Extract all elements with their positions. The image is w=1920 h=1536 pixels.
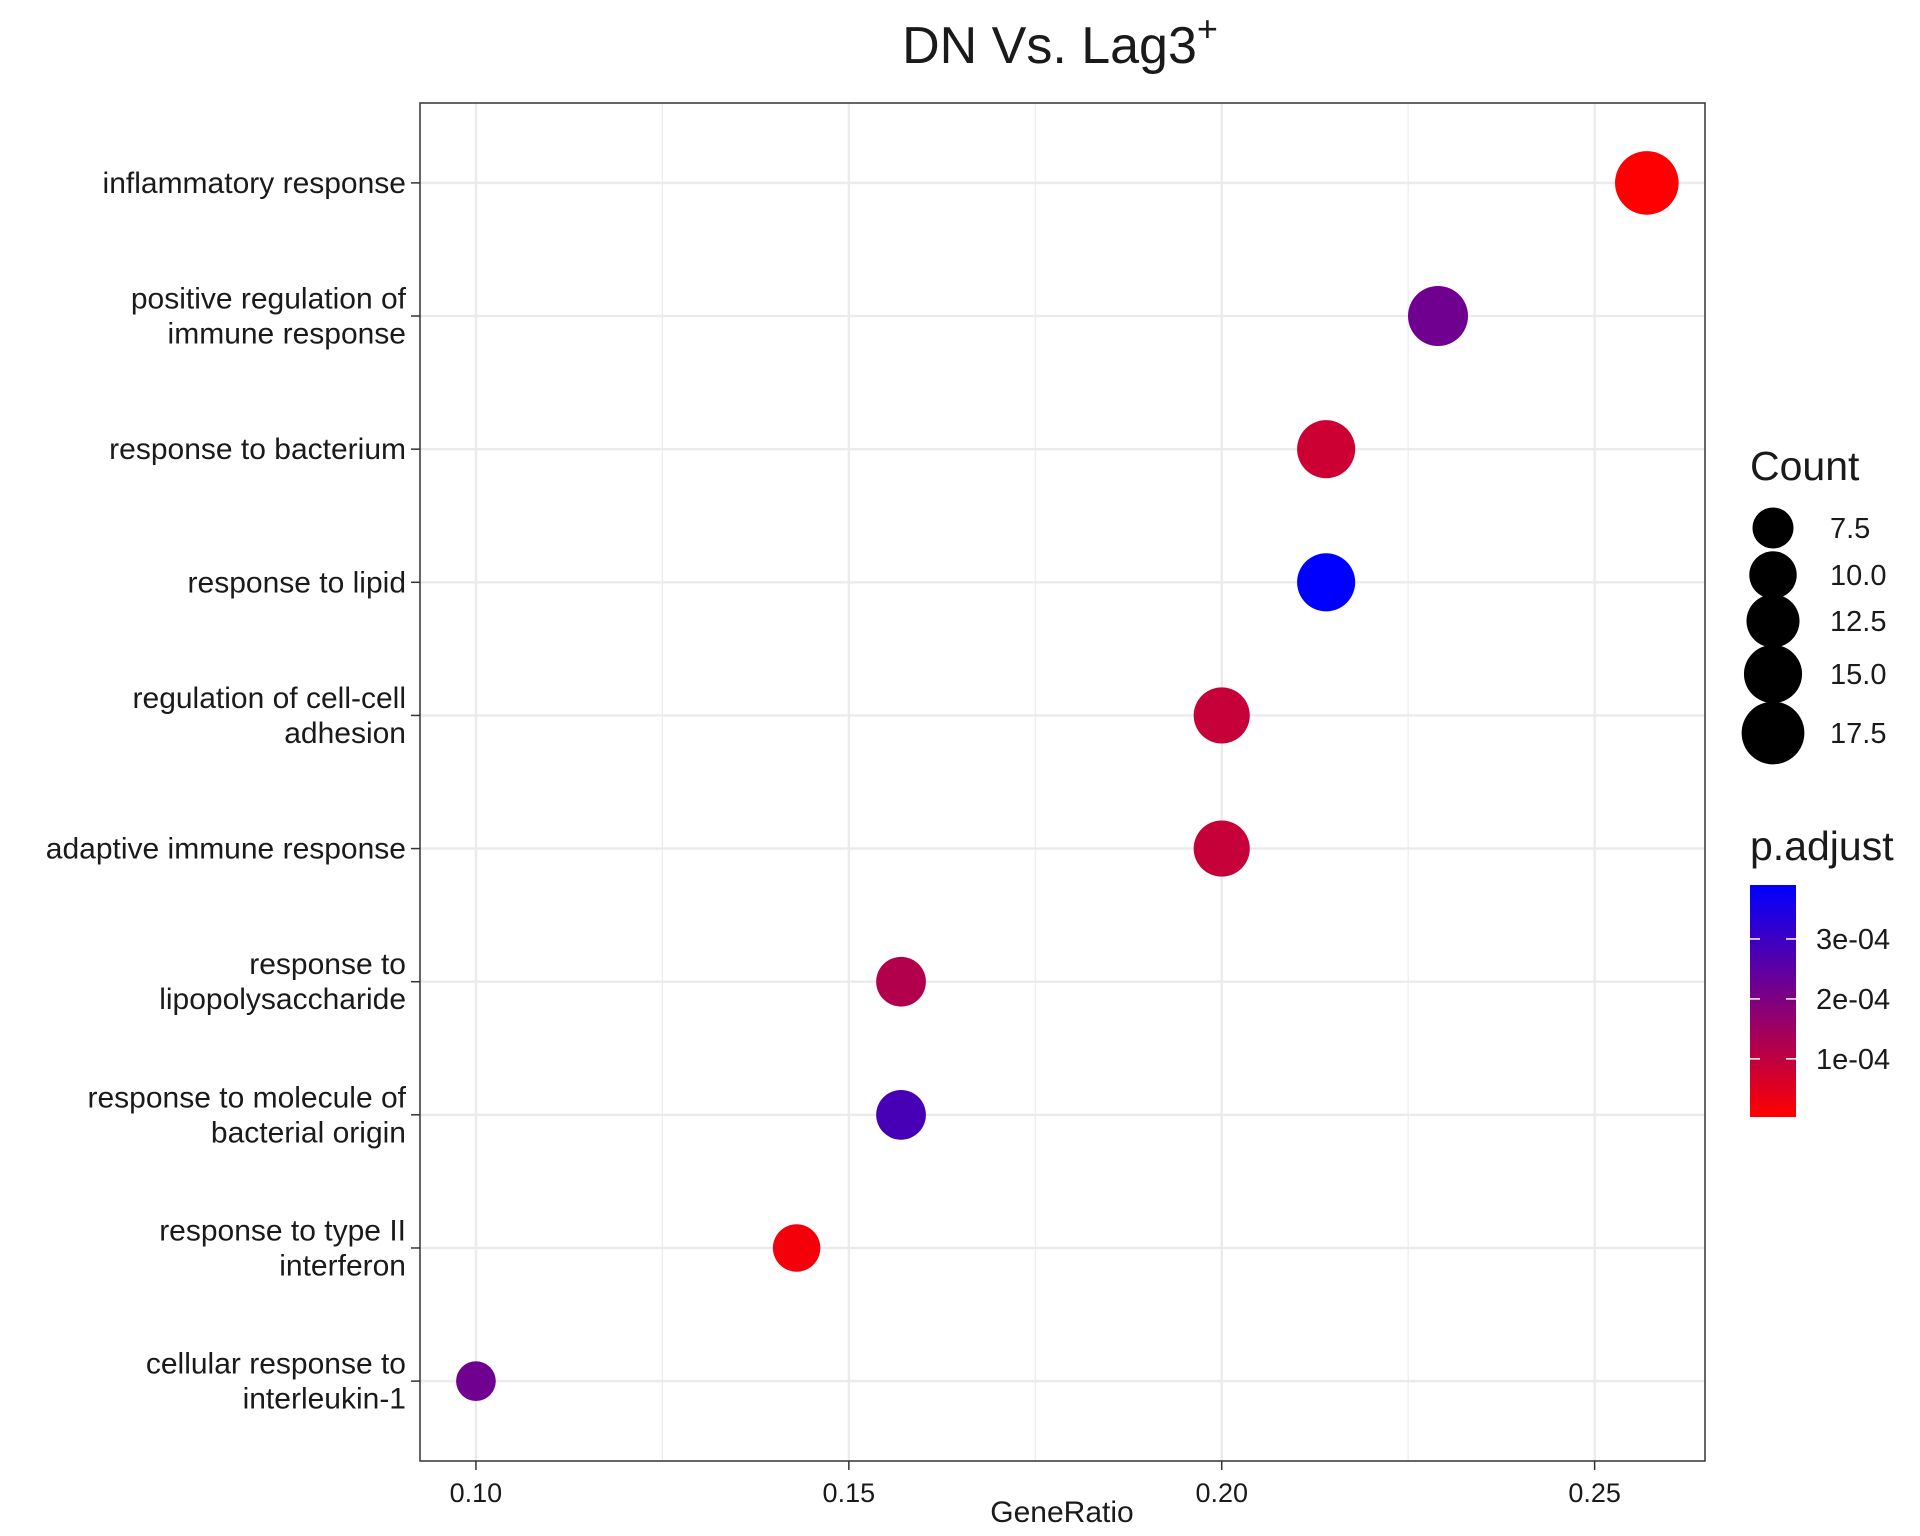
data-point: [456, 1361, 496, 1401]
p-adjust-legend-title: p.adjust: [1750, 823, 1894, 869]
panel-border: [419, 102, 1706, 1462]
data-point: [876, 1089, 926, 1140]
y-tick-label: response to lipopolysaccharide: [159, 948, 406, 1016]
x-tick-label: 0.25: [1568, 1478, 1621, 1508]
count-legend-key: [1749, 551, 1797, 599]
data-point: [1615, 151, 1679, 215]
count-legend-label: 12.5: [1830, 606, 1886, 638]
chart-title: DN Vs. Lag3+: [902, 8, 1218, 75]
data-point: [1297, 420, 1356, 479]
count-legend-key: [1741, 701, 1805, 765]
x-axis-title: GeneRatio: [990, 1496, 1133, 1529]
count-legend-label: 10.0: [1830, 560, 1886, 592]
y-tick-label: adaptive immune response: [46, 833, 406, 866]
p-adjust-legend-label: 3e-04: [1816, 924, 1890, 956]
y-tick-label: response to bacterium: [109, 433, 406, 466]
data-point: [876, 956, 926, 1007]
count-legend: Count 7.5 10.0 12.5 15.0 17.5: [1741, 443, 1886, 765]
p-adjust-legend: p.adjust 3e-04 2e-04 1e-04: [1750, 823, 1894, 1117]
data-point: [1193, 687, 1250, 744]
data-points: [456, 151, 1679, 1401]
p-adjust-legend-label: 2e-04: [1816, 984, 1890, 1016]
grid-lines: [420, 103, 1705, 1461]
count-legend-key: [1752, 507, 1794, 549]
x-tick-label: 0.15: [823, 1478, 876, 1508]
y-tick-label: regulation of cell-cell adhesion: [133, 682, 406, 750]
y-tick-label: response to lipid: [188, 566, 406, 599]
x-tick-label: 0.10: [450, 1478, 503, 1508]
count-legend-label: 17.5: [1830, 718, 1886, 750]
p-adjust-colorbar: [1750, 885, 1796, 1117]
data-point: [772, 1224, 821, 1272]
data-point: [1193, 820, 1250, 877]
count-legend-label: 7.5: [1830, 513, 1870, 545]
y-tick-label: response to type II interferon: [159, 1214, 406, 1282]
p-adjust-legend-label: 1e-04: [1816, 1044, 1890, 1076]
y-axis-labels: inflammatory response positive regulation…: [46, 167, 407, 1416]
chart-title-main: DN Vs. Lag3: [902, 17, 1197, 75]
y-tick-label: response to molecule of bacterial origin: [87, 1081, 406, 1149]
y-tick-label: inflammatory response: [103, 167, 406, 200]
x-axis-labels: 0.10 0.15 0.20 0.25: [450, 1478, 1621, 1508]
data-point: [1297, 553, 1356, 612]
count-legend-key: [1743, 644, 1803, 704]
count-legend-label: 15.0: [1830, 659, 1886, 691]
count-legend-title: Count: [1750, 443, 1860, 489]
x-tick-label: 0.20: [1195, 1478, 1248, 1508]
data-point: [1408, 286, 1469, 347]
y-tick-label: positive regulation of immune response: [131, 283, 407, 351]
axis-ticks: [411, 182, 1596, 1470]
y-tick-label: cellular response to interleukin-1: [146, 1348, 406, 1416]
chart-title-superscript: +: [1197, 8, 1218, 49]
count-legend-key: [1746, 594, 1800, 648]
